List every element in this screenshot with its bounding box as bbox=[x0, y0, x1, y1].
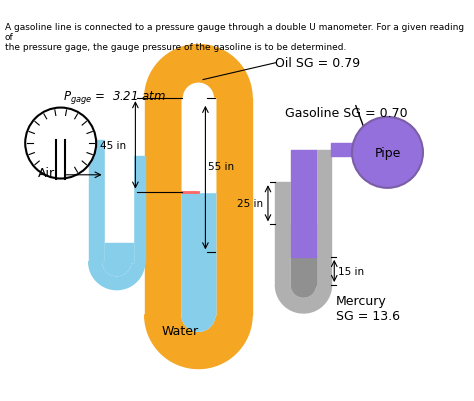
Polygon shape bbox=[103, 262, 131, 276]
Text: A gasoline line is connected to a pressure gauge through a double U manometer. F: A gasoline line is connected to a pressu… bbox=[5, 22, 464, 53]
Circle shape bbox=[352, 117, 423, 188]
Polygon shape bbox=[182, 315, 215, 331]
Polygon shape bbox=[182, 315, 215, 331]
Text: $P_{gage}$ =  3.21 atm: $P_{gage}$ = 3.21 atm bbox=[64, 89, 166, 105]
Text: 45 in: 45 in bbox=[100, 141, 126, 150]
Text: 55 in: 55 in bbox=[208, 162, 234, 172]
Text: Pipe: Pipe bbox=[374, 146, 401, 160]
Polygon shape bbox=[275, 285, 331, 313]
Text: Gasoline SG = 0.70: Gasoline SG = 0.70 bbox=[285, 107, 407, 119]
Circle shape bbox=[25, 108, 96, 179]
Polygon shape bbox=[103, 262, 131, 276]
Polygon shape bbox=[89, 262, 145, 290]
Polygon shape bbox=[145, 45, 252, 99]
Text: 15 in: 15 in bbox=[338, 266, 364, 276]
Polygon shape bbox=[145, 315, 252, 369]
Text: Water: Water bbox=[162, 324, 199, 337]
Text: Mercury
SG = 13.6: Mercury SG = 13.6 bbox=[336, 295, 400, 322]
Polygon shape bbox=[292, 285, 316, 298]
Polygon shape bbox=[182, 315, 215, 331]
Text: Oil SG = 0.79: Oil SG = 0.79 bbox=[275, 57, 361, 70]
Polygon shape bbox=[292, 285, 316, 298]
Text: Air: Air bbox=[38, 167, 55, 180]
Text: 25 in: 25 in bbox=[237, 199, 263, 209]
